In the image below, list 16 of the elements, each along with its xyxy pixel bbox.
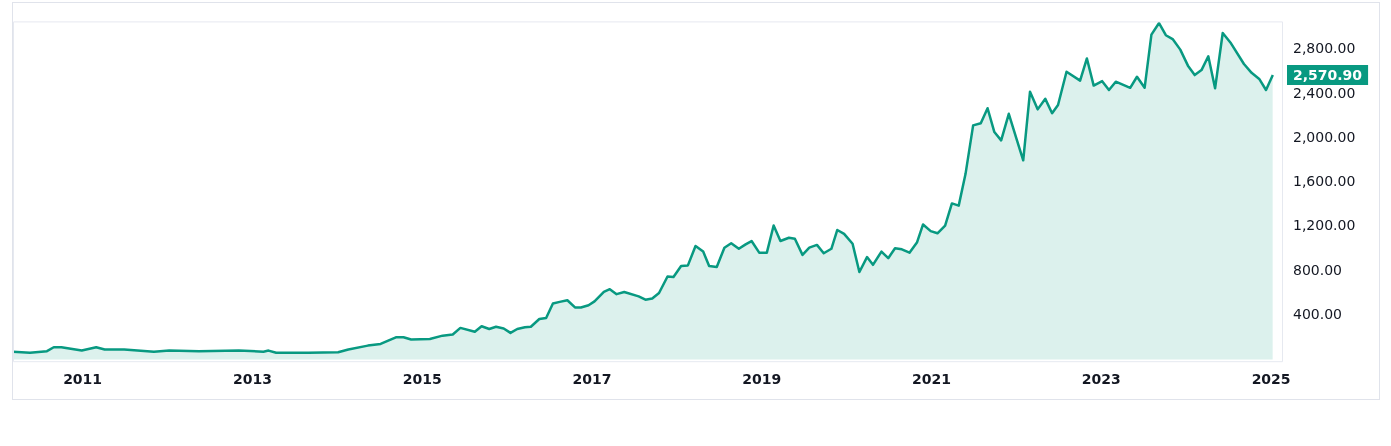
x-tick-label: 2011 — [63, 371, 103, 388]
x-tick-label: 2015 — [402, 371, 442, 388]
y-tick-label: 2,000.00 — [1293, 128, 1356, 145]
x-tick-label: 2025 — [1251, 371, 1291, 388]
y-tick-label: 1,600.00 — [1293, 173, 1356, 190]
x-tick-label: 2017 — [572, 371, 612, 388]
x-tick-label: 2021 — [912, 371, 952, 388]
y-tick-label: 2,400.00 — [1293, 84, 1356, 101]
x-tick-label: 2023 — [1081, 371, 1121, 388]
y-tick-label: 400.00 — [1293, 305, 1342, 322]
text: 2,570.90 — [1293, 66, 1363, 83]
x-tick-label: 2019 — [742, 371, 782, 388]
x-tick-label: 2013 — [232, 371, 272, 388]
y-tick-label: 800.00 — [1293, 261, 1342, 278]
y-tick-label: 2,800.00 — [1293, 40, 1356, 57]
y-tick-label: 1,200.00 — [1293, 217, 1356, 234]
